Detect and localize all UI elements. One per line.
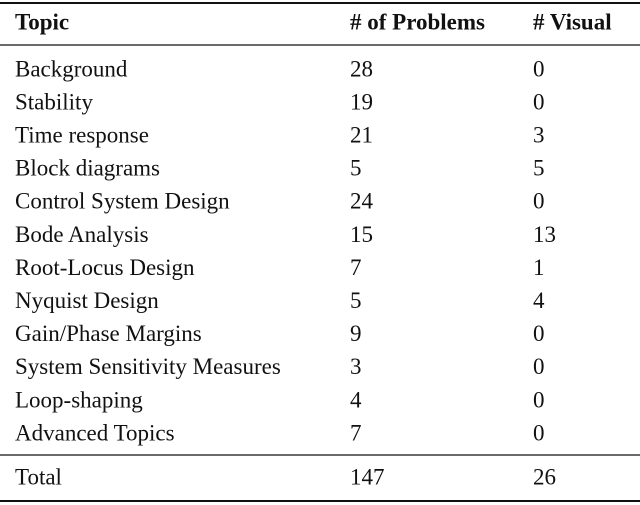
cell-topic: Control System Design bbox=[15, 189, 230, 214]
cell-number: 0 bbox=[533, 56, 545, 81]
cell-number: 0 bbox=[533, 354, 545, 379]
cell-number: 15 bbox=[350, 222, 373, 247]
cell-topic: Stability bbox=[15, 89, 93, 114]
cell-topic: Bode Analysis bbox=[15, 222, 149, 247]
cell-topic: System Sensitivity Measures bbox=[15, 354, 281, 379]
cell-topic: Block diagrams bbox=[15, 156, 160, 181]
cell-number: 3 bbox=[533, 122, 545, 147]
cell-number: 0 bbox=[533, 420, 545, 445]
cell-number: 4 bbox=[350, 387, 362, 412]
cell-number: 24 bbox=[350, 189, 374, 214]
cell-number: 0 bbox=[533, 321, 545, 346]
cell-number: 19 bbox=[350, 89, 373, 114]
cell-number: 5 bbox=[350, 156, 362, 181]
total-number: 147 bbox=[350, 464, 385, 489]
cell-number: 28 bbox=[350, 56, 373, 81]
cell-number: 5 bbox=[350, 288, 362, 313]
cell-number: 21 bbox=[350, 122, 373, 147]
total-number: 26 bbox=[533, 464, 556, 489]
cell-topic: Root-Locus Design bbox=[15, 255, 195, 280]
cell-number: 5 bbox=[533, 156, 545, 181]
column-header: # Visual bbox=[533, 9, 612, 34]
column-header: Topic bbox=[15, 9, 69, 34]
cell-number: 3 bbox=[350, 354, 362, 379]
cell-number: 13 bbox=[533, 222, 556, 247]
cell-topic: Advanced Topics bbox=[15, 420, 175, 445]
cell-number: 7 bbox=[350, 255, 362, 280]
cell-topic: Loop-shaping bbox=[15, 387, 143, 412]
total-label: Total bbox=[15, 464, 62, 489]
column-header: # of Problems bbox=[350, 9, 485, 34]
cell-number: 1 bbox=[533, 255, 545, 280]
cell-number: 0 bbox=[533, 89, 545, 114]
cell-topic: Background bbox=[15, 56, 128, 81]
cell-number: 4 bbox=[533, 288, 545, 313]
cell-topic: Gain/Phase Margins bbox=[15, 321, 202, 346]
cell-number: 0 bbox=[533, 189, 545, 214]
cell-number: 0 bbox=[533, 387, 545, 412]
cell-number: 7 bbox=[350, 420, 362, 445]
cell-topic: Time response bbox=[15, 122, 149, 147]
cell-topic: Nyquist Design bbox=[15, 288, 159, 313]
cell-number: 9 bbox=[350, 321, 362, 346]
